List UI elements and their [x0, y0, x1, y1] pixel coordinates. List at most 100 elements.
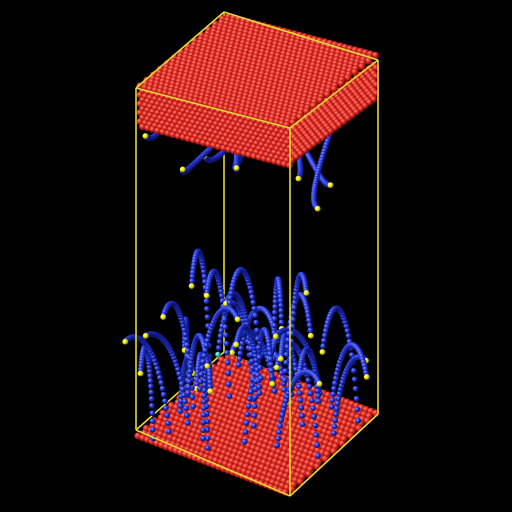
chain-bead	[204, 337, 211, 344]
substrate-atom	[281, 160, 288, 168]
chain-bead	[184, 412, 190, 419]
chain-bead	[290, 310, 297, 317]
chain-bead	[198, 371, 205, 378]
chain-bead	[176, 370, 183, 377]
chain-end-bead	[215, 351, 221, 358]
chain-bead	[315, 393, 321, 399]
chain-bead	[235, 361, 242, 368]
chain-bead	[251, 403, 258, 409]
chain-bead	[333, 375, 339, 382]
chain-bead	[189, 273, 196, 280]
chain-bead	[189, 394, 196, 400]
chain-bead	[182, 331, 189, 338]
chain-bead	[201, 398, 207, 405]
substrate-atom	[344, 74, 352, 82]
chain-end-bead	[179, 166, 186, 173]
substrate-atom	[169, 131, 177, 139]
chain-bead	[329, 397, 336, 404]
box-front-edges	[135, 11, 379, 497]
chain-bead	[267, 351, 273, 357]
chain-bead	[218, 292, 225, 299]
substrate-atom	[235, 148, 243, 156]
chain-bead	[157, 374, 163, 381]
chain-bead	[179, 386, 186, 393]
chain-bead	[272, 303, 278, 310]
chain-bead	[315, 398, 322, 405]
chain-bead	[225, 370, 232, 377]
chain-bead	[330, 430, 337, 437]
substrate-atom	[337, 79, 345, 87]
substrate-atom	[189, 136, 197, 144]
chain-bead	[333, 411, 339, 418]
chain-bead	[354, 406, 361, 413]
chain-bead	[323, 323, 330, 330]
chain-bead	[281, 386, 288, 393]
chain-bead	[251, 305, 258, 312]
chain-bead	[250, 299, 257, 306]
chain-bead	[149, 418, 156, 424]
chain-bead	[321, 337, 327, 344]
chain-bead	[281, 402, 288, 408]
substrate-atom	[139, 123, 146, 131]
chain-bead	[146, 368, 153, 374]
substrate-atom	[330, 85, 338, 93]
chain-bead	[290, 316, 296, 323]
chain-bead	[178, 380, 185, 387]
chain-end-bead	[122, 338, 129, 345]
chain-bead	[311, 413, 317, 420]
substrate-atom	[159, 128, 167, 136]
chain-end-bead	[316, 380, 323, 387]
substrate-atom	[220, 144, 228, 152]
chain-bead	[288, 346, 295, 353]
chain-bead	[184, 420, 191, 426]
chain-bead	[204, 314, 211, 321]
chain-bead	[222, 324, 229, 330]
chain-bead	[320, 343, 326, 349]
chain-bead	[200, 412, 207, 418]
chain-bead	[228, 290, 234, 297]
chain-bead	[196, 386, 203, 392]
chain-bead	[190, 403, 197, 410]
chain-bead	[353, 395, 360, 402]
chain-bead	[237, 350, 244, 357]
chain-bead	[274, 442, 281, 449]
chain-bead	[283, 351, 290, 358]
chain-bead	[227, 295, 234, 301]
substrate-atom	[136, 109, 144, 117]
chain-bead	[307, 327, 314, 334]
chain-bead	[268, 367, 275, 374]
chain-bead	[272, 298, 279, 305]
chain-bead	[271, 322, 278, 329]
chain-bead	[277, 293, 284, 300]
chain-bead	[281, 377, 288, 383]
chain-bead	[257, 364, 263, 371]
box-edge	[289, 59, 379, 129]
chain-bead	[187, 368, 193, 375]
chain-bead	[163, 405, 169, 411]
chain-bead	[345, 333, 352, 339]
chain-bead	[223, 332, 229, 338]
chain-bead	[271, 315, 278, 322]
chain-bead	[200, 427, 207, 433]
chain-bead	[158, 379, 165, 386]
box-edge	[289, 413, 379, 497]
chain-bead	[177, 408, 184, 414]
chain-bead	[185, 347, 191, 354]
chain-bead	[332, 380, 338, 387]
chain-bead	[217, 333, 224, 339]
chain-end-bead	[272, 333, 279, 340]
chain-bead	[271, 388, 278, 394]
chain-bead	[333, 405, 340, 412]
chain-bead	[251, 422, 257, 429]
chain-bead	[257, 375, 264, 382]
chain-bead	[278, 313, 285, 320]
chain-bead	[201, 382, 208, 388]
chain-bead	[185, 384, 192, 390]
substrate-atom	[351, 68, 359, 76]
chain-bead	[256, 383, 262, 390]
substrate-atom	[250, 152, 258, 160]
chain-bead	[266, 346, 273, 353]
chain-bead	[315, 452, 321, 459]
chain-bead	[299, 412, 305, 419]
chain-bead	[334, 400, 341, 407]
